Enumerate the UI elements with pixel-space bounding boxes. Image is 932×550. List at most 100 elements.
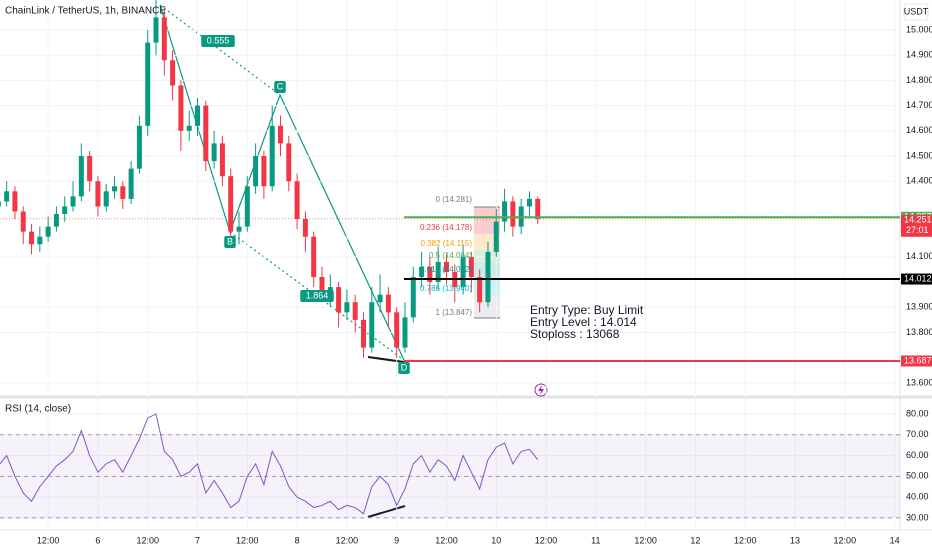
y-tick-label: 15.000 xyxy=(906,24,932,34)
fib-label: 1 (13.847) xyxy=(436,308,473,317)
candle-body xyxy=(20,211,26,232)
candle-body xyxy=(360,319,366,348)
y-tick-label: 14.600 xyxy=(906,125,932,135)
x-tick-label: 10 xyxy=(491,535,501,545)
candle-body xyxy=(70,196,76,207)
x-tick-label: 9 xyxy=(394,535,399,545)
price-label: 13.687 xyxy=(904,355,932,365)
alert-icon xyxy=(534,383,548,397)
pattern-label: 0.555 xyxy=(207,35,230,45)
candle-body xyxy=(78,156,84,197)
x-tick-label: 12:00 xyxy=(834,535,857,545)
note-line: Stoploss : 13068 xyxy=(530,327,620,341)
y-tick-label: 70.00 xyxy=(906,429,929,439)
candle-body xyxy=(153,17,159,43)
candle-body xyxy=(203,105,209,162)
rsi-divergence-line xyxy=(367,505,406,518)
candle-body xyxy=(45,226,51,237)
pattern-label: D xyxy=(401,362,408,372)
x-tick-label: 14 xyxy=(890,535,900,545)
price-label: 14.251 xyxy=(904,215,932,225)
candle-body xyxy=(385,294,391,313)
fib-label: 0.236 (14.178) xyxy=(420,223,472,232)
candle-body xyxy=(128,168,134,199)
candle-body xyxy=(535,198,541,220)
candle-body xyxy=(443,261,449,272)
x-tick-label: 12:00 xyxy=(236,535,259,545)
candle-body xyxy=(369,302,375,348)
y-tick-label: 13.800 xyxy=(906,327,932,337)
pattern-label-box xyxy=(201,35,235,47)
candle-body xyxy=(170,60,176,86)
candle-body xyxy=(377,294,383,303)
candle-body xyxy=(62,206,68,215)
candle-body xyxy=(269,125,275,187)
candle-body xyxy=(344,302,350,313)
currency: USDT xyxy=(904,6,929,16)
note-line: Entry Level : 14.014 xyxy=(530,315,637,329)
candle-body xyxy=(95,181,101,207)
x-tick-label: 8 xyxy=(295,535,300,545)
countdown-label: 27:01 xyxy=(906,225,929,235)
price-label-box xyxy=(901,214,932,237)
candle-body xyxy=(327,287,333,293)
candle-body xyxy=(286,143,292,182)
y-tick-label: 13.600 xyxy=(906,377,932,387)
candle-body xyxy=(136,125,142,169)
candle-body xyxy=(186,125,192,131)
x-tick-label: 7 xyxy=(195,535,200,545)
candle-body xyxy=(211,143,217,162)
candle-body xyxy=(319,277,325,293)
candle-body xyxy=(394,312,400,348)
candle-body xyxy=(485,251,491,303)
candle-body xyxy=(4,191,10,202)
candle-body xyxy=(435,261,441,283)
y-tick-label: 14.400 xyxy=(906,176,932,186)
candle-body xyxy=(0,201,1,207)
pattern-label-box xyxy=(224,236,236,248)
candle-body xyxy=(419,266,425,278)
candle-body xyxy=(261,156,267,187)
candle-body xyxy=(468,256,474,278)
x-tick-label: 12:00 xyxy=(535,535,558,545)
candle-body xyxy=(410,277,416,318)
currency-box xyxy=(903,3,929,21)
candle-body xyxy=(120,186,126,199)
candle-body xyxy=(502,201,508,222)
fib-label: 0.382 (14.115) xyxy=(421,239,473,248)
pattern-label: B xyxy=(227,236,233,246)
price-label: 14.012 xyxy=(904,273,932,283)
x-tick-label: 12:00 xyxy=(37,535,60,545)
y-tick-label: 14.800 xyxy=(906,75,932,85)
x-tick-label: 13 xyxy=(790,535,800,545)
candle-body xyxy=(161,17,167,61)
candle-body xyxy=(53,214,59,227)
y-tick-label: 40.00 xyxy=(906,492,929,502)
candle-body xyxy=(112,186,118,192)
candle-body xyxy=(228,176,234,232)
symbol-title: ChainLink / TetherUS, 1h, BINANCE xyxy=(5,6,166,17)
y-tick-label: 30.00 xyxy=(906,512,929,522)
candle-body xyxy=(352,302,358,320)
candle-body xyxy=(219,143,225,177)
candle-body xyxy=(493,221,499,252)
x-tick-label: 12 xyxy=(690,535,700,545)
candle-body xyxy=(427,266,433,283)
candle-body xyxy=(253,156,259,187)
fib-label: 0.5 (14.064) xyxy=(429,251,472,260)
y-tick-label: 14.500 xyxy=(906,150,932,160)
x-tick-label: 12:00 xyxy=(136,535,159,545)
y-tick-label: 13.900 xyxy=(906,302,932,312)
fib-label: 0.786 (13.940) xyxy=(420,284,472,293)
x-tick-label: 12:00 xyxy=(435,535,458,545)
x-tick-label: 12:00 xyxy=(634,535,657,545)
pattern-label-box xyxy=(300,290,334,302)
x-tick-label: 11 xyxy=(591,535,600,545)
pattern-label-box xyxy=(274,81,286,93)
note-line: Entry Type: Buy Limit xyxy=(530,303,644,317)
rsi-line xyxy=(0,413,539,515)
candle-body xyxy=(236,226,242,232)
